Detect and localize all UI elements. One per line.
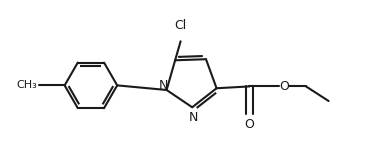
Text: CH₃: CH₃	[17, 80, 37, 90]
Text: N: N	[159, 79, 169, 92]
Text: O: O	[279, 80, 289, 93]
Text: Cl: Cl	[174, 19, 187, 32]
Text: O: O	[244, 117, 254, 131]
Text: N: N	[189, 111, 198, 124]
